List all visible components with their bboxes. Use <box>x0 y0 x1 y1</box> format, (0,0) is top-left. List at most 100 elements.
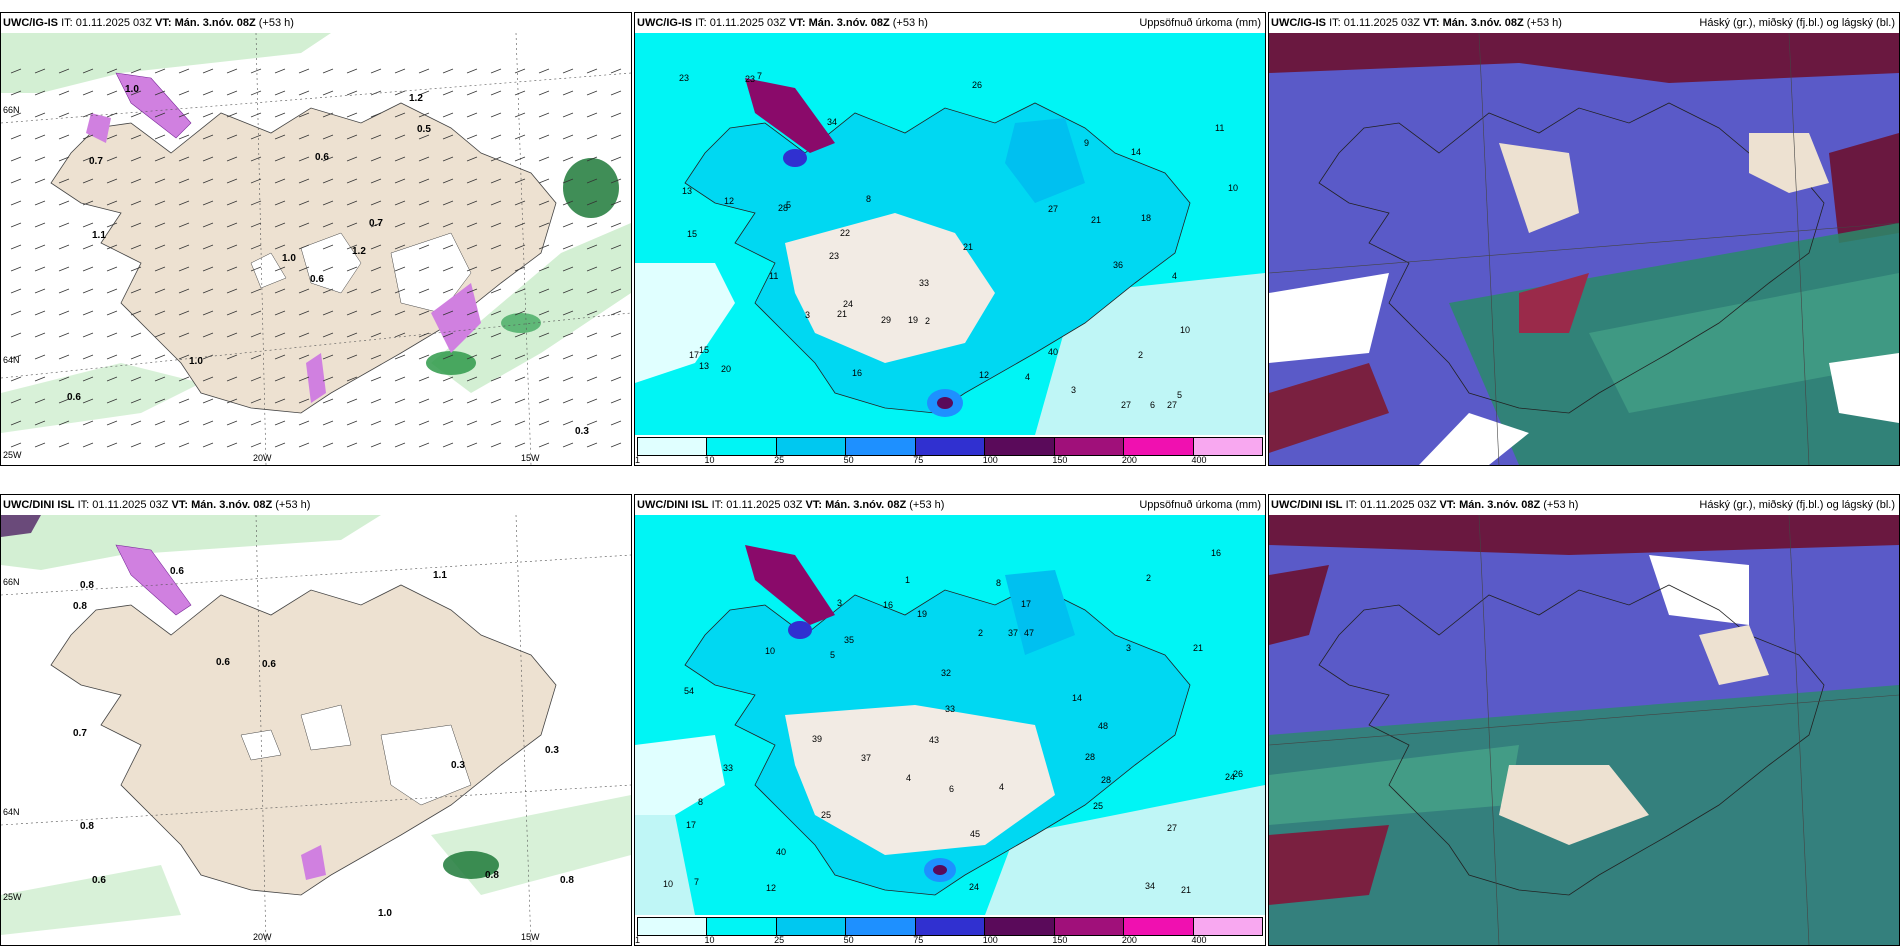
forecast-offset: (+53 h) <box>258 17 294 29</box>
forecast-offset: (+53 h) <box>275 499 311 511</box>
cloud-map <box>1269 515 1899 945</box>
map-value-label: 21 <box>1193 643 1203 653</box>
map-panel-clouds-igis: UWC/IG-IS IT: 01.11.2025 03Z VT: Mán. 3.… <box>1268 12 1900 466</box>
map-value-label: 27 <box>1121 400 1131 410</box>
map-value-label: 0.8 <box>485 870 499 881</box>
map-value-label: 33 <box>919 278 929 288</box>
model-name: UWC/IG-IS <box>637 17 692 29</box>
map-value-label: 40 <box>776 847 786 857</box>
legend-swatch <box>776 918 847 935</box>
map-value-label: 3 <box>1126 643 1131 653</box>
valid-time-label: VT: <box>1439 499 1457 511</box>
map-value-label: 4 <box>906 773 911 783</box>
map-value-label: 47 <box>1024 628 1034 638</box>
map-value-label: 8 <box>996 578 1001 588</box>
map-value-label: 16 <box>1211 548 1221 558</box>
map-value-label: 3 <box>805 310 810 320</box>
model-name: UWC/IG-IS <box>3 17 58 29</box>
legend-tick-label: 150 <box>1052 455 1068 465</box>
init-time: IT: 01.11.2025 03Z <box>695 17 786 29</box>
map-panel-precip-igis: UWC/IG-IS IT: 01.11.2025 03Z VT: Mán. 3.… <box>634 12 1266 466</box>
precip-color-legend: 1 10 25 50 75 100 150 200 400 <box>635 915 1265 945</box>
legend-swatch <box>1124 438 1194 455</box>
map-value-label: 43 <box>929 735 939 745</box>
map-value-label: 21 <box>1091 215 1101 225</box>
map-value-label: 0.6 <box>310 274 324 285</box>
forecast-offset: (+53 h) <box>892 17 928 29</box>
map-value-label: 54 <box>684 686 694 696</box>
map-value-label: 23 <box>829 251 839 261</box>
map-value-label: 27 <box>1167 823 1177 833</box>
map-value-label: 32 <box>941 668 951 678</box>
map-value-label: 20 <box>721 364 731 374</box>
lon-15w-label: 15W <box>521 453 540 463</box>
precip-color-legend: 1 10 25 50 75 100 150 200 400 <box>635 435 1265 465</box>
map-value-label: 4 <box>1025 372 1030 382</box>
map-value-label: 48 <box>1098 721 1108 731</box>
map-value-label: 10 <box>663 879 673 889</box>
map-value-label: 1.0 <box>282 253 296 264</box>
map-value-label: 4 <box>999 782 1004 792</box>
map-value-label: 40 <box>1048 347 1058 357</box>
map-value-label: 1.0 <box>189 356 203 367</box>
map-value-label: 13 <box>682 186 692 196</box>
map-value-label: 0.6 <box>92 875 106 886</box>
map-value-label: 2 <box>925 316 930 326</box>
map-value-label: 28 <box>778 203 788 213</box>
legend-tick-label: 100 <box>982 935 998 945</box>
wind-map: 66N 64N 25W 20W 15W 0.6 0.7 1.0 0.6 0.7 1.0 1.… <box>1 33 631 465</box>
panel-title: Háský (gr.), miðský (fj.bl.) og lágský (… <box>1699 17 1895 29</box>
panel-title: Háský (gr.), miðský (fj.bl.) og lágský (… <box>1699 499 1895 511</box>
map-value-label: 0.8 <box>80 821 94 832</box>
valid-time: Mán. 3.nóv. 08Z <box>1459 499 1541 511</box>
init-time: IT: 01.11.2025 03Z <box>77 499 169 511</box>
legend-swatch <box>638 438 708 455</box>
lon-20w-label: 20W <box>253 453 272 463</box>
map-value-label: 0.7 <box>369 218 383 229</box>
map-value-label: 0.8 <box>80 580 94 591</box>
map-value-label: 10 <box>765 646 775 656</box>
map-value-label: 8 <box>866 194 871 204</box>
panel-header: UWC/IG-IS IT: 01.11.2025 03Z VT: Mán. 3.… <box>1 13 631 33</box>
map-value-label: 24 <box>843 299 853 309</box>
map-value-label: 22 <box>840 228 850 238</box>
legend-tick-label: 200 <box>1121 455 1137 465</box>
model-name: UWC/IG-IS <box>1271 17 1326 29</box>
map-value-label: 1.0 <box>378 908 392 919</box>
legend-tick-label: 50 <box>843 455 854 465</box>
legend-tick-label: 50 <box>843 935 854 945</box>
wind-map-svg: 66N 64N 25W 20W 15W 0.6 0.7 1.0 0.6 0.7 1.0 1.… <box>1 33 631 465</box>
valid-time: Mán. 3.nóv. 08Z <box>1442 17 1524 29</box>
wind-map: 66N 64N 25W 20W 15W 0.3 0.3 0.6 0.6 0.6 0.8 0.… <box>1 515 631 945</box>
map-value-label: 1.2 <box>409 93 423 104</box>
lon-25w-label: 25W <box>3 892 22 902</box>
map-value-label: 21 <box>963 242 973 252</box>
map-value-label: 14 <box>1072 693 1082 703</box>
valid-time-label: VT: <box>789 17 806 29</box>
legend-tick-label: 1 <box>635 455 641 465</box>
lat-64n-label: 64N <box>3 355 20 365</box>
valid-time-label: VT: <box>1423 17 1440 29</box>
map-value-label: 1.1 <box>433 570 447 581</box>
map-value-label: 0.3 <box>575 426 589 437</box>
map-value-label: 10 <box>1228 183 1238 193</box>
map-value-label: 21 <box>1181 885 1191 895</box>
forecast-offset: (+53 h) <box>1543 499 1579 511</box>
map-value-label: 33 <box>945 704 955 714</box>
init-time: IT: 01.11.2025 03Z <box>1329 17 1420 29</box>
map-value-label: 27 <box>1048 204 1058 214</box>
map-value-label: 23 <box>679 73 689 83</box>
panel-title: Uppsöfnuð úrkoma (mm) <box>1139 17 1261 29</box>
forecast-offset: (+53 h) <box>909 499 945 511</box>
panel-header: UWC/DINI ISL IT: 01.11.2025 03Z VT: Mán.… <box>1 495 631 515</box>
model-name: UWC/DINI ISL <box>1271 499 1343 511</box>
legend-swatch <box>915 918 986 935</box>
map-value-label: 12 <box>766 883 776 893</box>
map-value-label: 33 <box>723 763 733 773</box>
map-value-label: 18 <box>1141 213 1151 223</box>
map-value-label: 14 <box>1131 147 1141 157</box>
map-value-label: 37 <box>861 753 871 763</box>
map-value-label: 2 <box>1146 573 1151 583</box>
lon-15w-label: 15W <box>521 932 540 942</box>
